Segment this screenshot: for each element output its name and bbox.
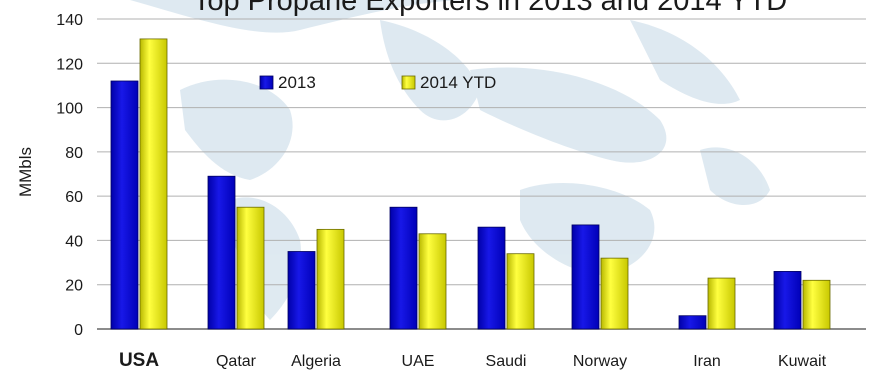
- bar-2014-ytd-qatar: [236, 206, 265, 330]
- legend-label: 2013: [278, 73, 316, 92]
- map-background: [130, 0, 770, 320]
- bar-2013-iran: [678, 315, 707, 330]
- bar-2013-kuwait: [773, 271, 802, 330]
- bar-2014-ytd-usa: [139, 38, 168, 330]
- legend-label: 2014 YTD: [420, 73, 496, 92]
- bar-2014-ytd-uae: [418, 233, 447, 330]
- bar-2013-saudi: [477, 226, 506, 330]
- bar-2014-ytd-iran: [707, 277, 736, 330]
- x-tick-label: UAE: [402, 353, 435, 370]
- bar-series: [110, 38, 831, 330]
- bar-2013-algeria: [287, 251, 316, 330]
- legend-swatch: [401, 75, 416, 90]
- y-tick-label: 20: [65, 278, 83, 295]
- y-tick-label: 40: [65, 233, 83, 250]
- y-tick-label: 100: [56, 101, 83, 118]
- y-tick-label: 120: [56, 56, 83, 73]
- y-tick-label: 80: [65, 145, 83, 162]
- x-tick-label: Algeria: [291, 353, 341, 370]
- bar-2014-ytd-algeria: [316, 228, 345, 330]
- bar-2014-ytd-saudi: [506, 253, 535, 330]
- x-tick-label: Kuwait: [778, 353, 827, 370]
- x-tick-label: Norway: [573, 353, 627, 370]
- y-tick-label: 0: [74, 322, 83, 339]
- x-tick-label: USA: [119, 350, 159, 371]
- bar-2014-ytd-kuwait: [802, 279, 831, 330]
- bar-2013-uae: [389, 206, 418, 330]
- y-axis-label: MMbls: [16, 147, 35, 197]
- legend: 2013 2014 YTD: [259, 73, 496, 92]
- y-axis-ticks: 0 20 40 60 80 100 120 140: [56, 12, 83, 339]
- y-tick-label: 60: [65, 189, 83, 206]
- bar-2013-qatar: [207, 175, 236, 330]
- y-tick-label: 140: [56, 12, 83, 29]
- bar-2013-usa: [110, 80, 139, 330]
- x-tick-label: Iran: [693, 353, 721, 370]
- bar-2013-norway: [571, 224, 600, 330]
- bar-2014-ytd-norway: [600, 257, 629, 330]
- legend-swatch: [259, 75, 274, 90]
- x-tick-label: Qatar: [216, 353, 257, 370]
- chart-title: Top Propane Exporters in 2013 and 2014 Y…: [193, 0, 787, 17]
- x-tick-label: Saudi: [486, 353, 527, 370]
- x-axis-ticks: USA Qatar Algeria UAE Saudi Norway Iran Kuwait: [119, 350, 827, 371]
